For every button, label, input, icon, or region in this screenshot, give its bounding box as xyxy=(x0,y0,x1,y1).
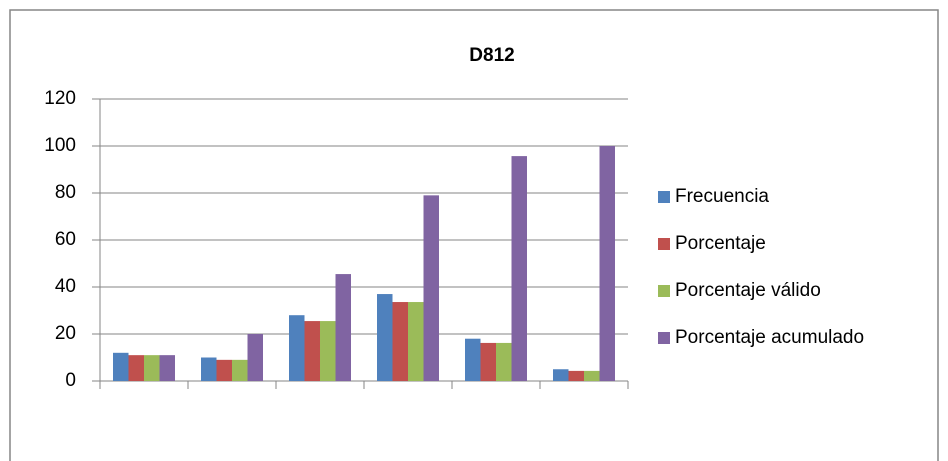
legend-label: Porcentaje xyxy=(675,233,766,254)
bar xyxy=(568,370,584,381)
legend-label: Porcentaje acumulado xyxy=(675,327,864,348)
bar xyxy=(553,369,569,381)
bar xyxy=(201,357,217,381)
bar xyxy=(392,302,408,381)
y-tick-label: 20 xyxy=(55,323,76,344)
bar xyxy=(496,342,512,381)
bar xyxy=(232,359,248,381)
bar xyxy=(480,342,496,381)
bar xyxy=(216,359,232,381)
legend-swatch xyxy=(658,238,670,250)
bar xyxy=(423,195,439,381)
legend-swatch xyxy=(658,285,670,297)
bar xyxy=(599,146,615,381)
legend-label: Porcentaje válido xyxy=(675,280,821,301)
bar xyxy=(335,274,351,381)
bar xyxy=(247,334,263,381)
bar xyxy=(289,315,305,381)
chart-title: D812 xyxy=(469,45,514,66)
bar xyxy=(144,355,160,381)
bar xyxy=(304,321,320,381)
bar xyxy=(408,302,424,381)
y-tick-label: 100 xyxy=(44,135,76,156)
bar xyxy=(320,321,336,381)
chart-border xyxy=(9,9,939,461)
bar xyxy=(465,338,481,381)
bar xyxy=(584,370,600,381)
legend-label: Frecuencia xyxy=(675,186,769,207)
bar xyxy=(377,294,393,381)
legend-swatch xyxy=(658,332,670,344)
bar xyxy=(128,355,144,381)
y-tick-label: 0 xyxy=(65,370,76,391)
bar xyxy=(159,355,175,381)
y-tick-label: 80 xyxy=(55,182,76,203)
y-tick-label: 120 xyxy=(44,88,76,109)
bar xyxy=(511,156,527,381)
bar xyxy=(113,352,129,381)
y-tick-label: 40 xyxy=(55,276,76,297)
y-tick-label: 60 xyxy=(55,229,76,250)
legend-swatch xyxy=(658,191,670,203)
